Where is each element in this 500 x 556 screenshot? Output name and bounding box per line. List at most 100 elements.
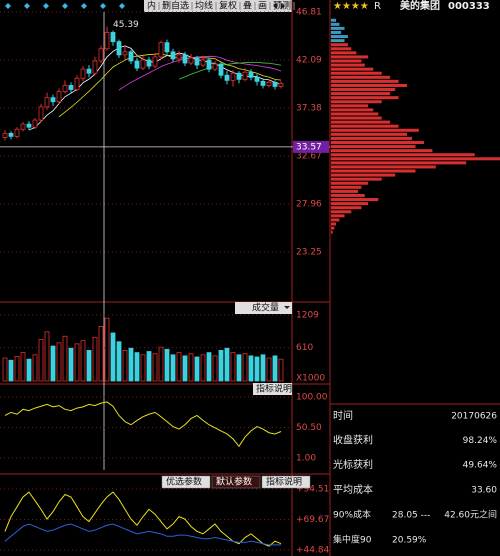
chip-bar: [331, 161, 467, 165]
dropdown-arrow: [284, 306, 290, 309]
candle-body: [134, 60, 140, 69]
volume-bar: [206, 352, 212, 382]
toolbar-tab[interactable]: 叠: [243, 1, 252, 12]
volume-bar: [236, 354, 242, 382]
chip-bar: [331, 51, 357, 55]
ma-line: [118, 55, 282, 91]
chip-bar: [331, 210, 352, 214]
chip-bar: [331, 88, 396, 92]
param-tab[interactable]: [161, 475, 211, 489]
chip-bar: [331, 218, 340, 222]
param-tab-label[interactable]: 指标说明: [266, 476, 302, 488]
volume-selector[interactable]: [235, 302, 292, 314]
candle-body: [218, 63, 224, 76]
chip-bar: [331, 67, 374, 71]
candle-body: [164, 42, 170, 53]
candle-body: [188, 57, 194, 64]
toolbar-tab[interactable]: 复权: [219, 0, 237, 12]
volume-bar: [38, 339, 44, 382]
chip-bar: [331, 39, 345, 43]
y-tick-label: 46.81: [296, 8, 322, 18]
volume-bar: [74, 343, 80, 382]
volume-bar: [56, 342, 62, 382]
stat-label: 时间: [333, 409, 353, 422]
param-tab-label[interactable]: 默认参数: [216, 476, 252, 488]
candle-body: [146, 59, 152, 67]
y-tick-label: +94.51: [296, 485, 329, 495]
toolbar-tab[interactable]: 删自选: [162, 0, 189, 12]
candle-body: [170, 51, 176, 60]
volume-bar: [152, 353, 158, 382]
chip-bar: [331, 214, 345, 218]
chip-bar: [331, 71, 382, 75]
candle-body: [56, 91, 62, 103]
peak-label: 45.39: [113, 20, 139, 30]
candle-body: [122, 51, 128, 56]
chip-bar: [331, 22, 340, 26]
y-tick-label: 100.00: [296, 393, 328, 403]
cursor-price: 33.57: [296, 142, 322, 152]
toolbar-tab[interactable]: 画: [258, 1, 267, 12]
candle-body: [104, 32, 110, 50]
chip-bar: [331, 222, 337, 226]
volume-bar: [272, 355, 278, 382]
chip-bar: [331, 104, 369, 108]
param-tab[interactable]: [211, 475, 261, 489]
toolbar-tab[interactable]: 预测: [273, 1, 291, 12]
marker: [24, 3, 30, 9]
chip-bar: [331, 26, 345, 30]
chip-bar: [331, 83, 408, 87]
candle-body: [278, 83, 284, 87]
volume-bar: [224, 347, 230, 382]
chip-bar: [331, 181, 369, 185]
volume-bar: [260, 354, 266, 382]
indicator-help[interactable]: [253, 383, 292, 395]
chip-bar: [331, 206, 362, 210]
volume-bar: [278, 358, 284, 382]
chip-bar: [331, 18, 337, 22]
y-tick-label: 37.38: [296, 104, 322, 114]
candle-body: [80, 68, 86, 79]
nav-arrows[interactable]: [273, 3, 285, 9]
param-tab-label[interactable]: 优选参数: [166, 476, 202, 488]
chip-bar: [331, 116, 382, 120]
candle-body: [86, 68, 92, 74]
candle-body: [110, 32, 116, 43]
chip-bar: [331, 173, 396, 177]
marker: [62, 3, 68, 9]
chip-bar: [331, 145, 416, 149]
candle-body: [212, 63, 218, 70]
toolbar-tab[interactable]: 内: [147, 0, 156, 12]
chip-bar: [331, 35, 348, 39]
marker: [43, 3, 49, 9]
ma-line: [58, 53, 282, 118]
concentration-value: 20.59%: [392, 536, 427, 546]
y-tick-label: 1209: [296, 311, 319, 321]
chip-bar: [331, 165, 436, 169]
toolbar-tab[interactable]: 均线: [195, 0, 213, 12]
chip-bar: [331, 63, 365, 67]
chip-bar: [331, 108, 374, 112]
volume-bar: [110, 332, 116, 382]
param-tab[interactable]: [261, 475, 311, 489]
chip-bar: [331, 128, 419, 132]
candle-body: [152, 56, 158, 67]
chip-bar: [331, 177, 382, 181]
marker: [100, 3, 106, 9]
stat-value: 33.60: [471, 485, 497, 495]
volume-bar: [62, 335, 68, 382]
chip-bar: [331, 136, 413, 140]
candle-body: [224, 74, 230, 81]
chip-bar: [331, 96, 399, 100]
chip-bar: [331, 59, 362, 63]
chip-bar: [331, 149, 433, 153]
y-tick-label: 42.09: [296, 56, 322, 66]
chip-bar: [331, 132, 408, 136]
volume-bar: [8, 359, 14, 382]
rating: ★★★★: [333, 1, 369, 12]
volume-bar: [26, 358, 32, 382]
volume-bar: [200, 354, 206, 382]
chip-bar: [331, 120, 391, 124]
